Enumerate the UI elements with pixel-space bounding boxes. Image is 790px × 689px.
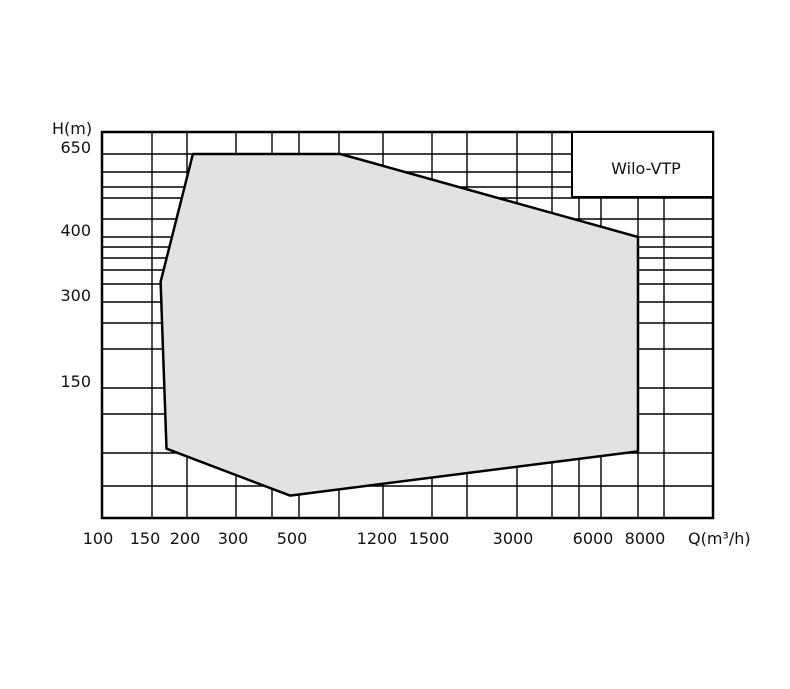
plot-frame <box>100 130 715 520</box>
x-tick-label: 1500 <box>409 529 450 548</box>
y-tick-label: 400 <box>60 221 91 240</box>
y-axis-label: H(m) <box>52 119 92 138</box>
x-tick-label: 6000 <box>573 529 614 548</box>
y-tick-label: 150 <box>60 372 91 391</box>
x-axis-label: Q(m³/h) <box>688 529 751 548</box>
operating-range-area <box>159 152 640 497</box>
y-tick-label: 300 <box>60 286 91 305</box>
x-tick-label: 8000 <box>625 529 666 548</box>
x-tick-label: 200 <box>170 529 201 548</box>
x-tick-label: 500 <box>277 529 308 548</box>
x-tick-label: 300 <box>218 529 249 548</box>
y-tick-label: 650 <box>60 138 91 157</box>
legend-box: Wilo-VTP <box>571 131 714 198</box>
x-tick-label: 3000 <box>493 529 534 548</box>
x-tick-label: 1200 <box>357 529 398 548</box>
x-tick-label: 100 <box>83 529 114 548</box>
legend-text: Wilo-VTP <box>611 159 681 178</box>
x-tick-label: 150 <box>130 529 161 548</box>
